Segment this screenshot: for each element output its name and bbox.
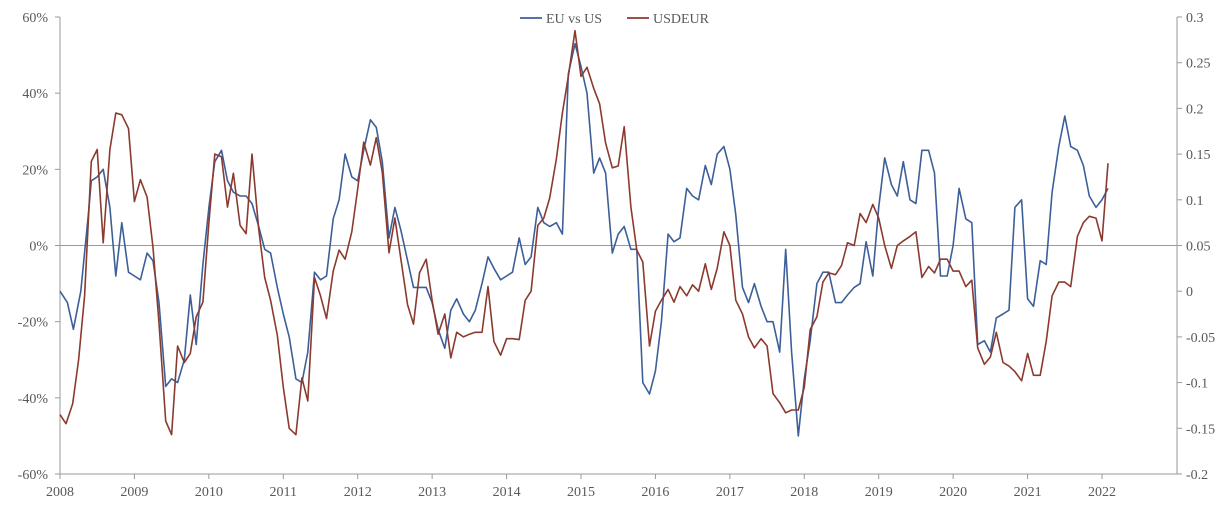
- x-tick-label: 2018: [790, 485, 818, 500]
- y-left-tick-label: -20%: [18, 316, 49, 331]
- y-left-tick-label: 40%: [22, 87, 48, 102]
- y-right-tick-label: 0.25: [1186, 57, 1211, 72]
- axes-layer: -60% -40% -20% 0% 20% 40% 60% -0.2 -0.15 -0.1 -0.0…: [18, 11, 1216, 500]
- y-right-tick-label: 0: [1186, 285, 1193, 300]
- y-right-tick-label: -0.1: [1186, 377, 1208, 392]
- legend-label: EU vs US: [546, 12, 602, 27]
- y-left-tick-label: -40%: [18, 392, 49, 407]
- series-line-usdeur: [59, 29, 1109, 436]
- series-line-eu-vs-us: [59, 42, 1109, 437]
- x-tick-label: 2017: [716, 485, 744, 500]
- y-left-tick-label: 60%: [22, 11, 48, 26]
- x-tick-label: 2012: [344, 485, 372, 500]
- x-tick-label: 2021: [1014, 485, 1042, 500]
- y-right-tick-label: 0.3: [1186, 11, 1204, 26]
- y-right-tick-label: 0.2: [1186, 102, 1204, 117]
- x-tick-label: 2015: [567, 485, 595, 500]
- x-tick-label: 2019: [865, 485, 893, 500]
- y-right-tick-label: -0.15: [1186, 422, 1215, 437]
- y-right-tick-label: -0.2: [1186, 468, 1208, 483]
- y-right-tick-label: -0.05: [1186, 331, 1215, 346]
- x-tick-label: 2022: [1088, 485, 1116, 500]
- x-tick-label: 2011: [270, 485, 297, 500]
- y-left-tick-label: 0%: [29, 240, 48, 255]
- x-tick-label: 2013: [418, 485, 446, 500]
- y-right-tick-label: 0.05: [1186, 240, 1211, 255]
- series-layer: [59, 29, 1109, 437]
- y-right-tick-label: 0.15: [1186, 148, 1211, 163]
- x-tick-label: 2020: [939, 485, 967, 500]
- x-tick-label: 2014: [493, 485, 521, 500]
- y-left-tick-label: -60%: [18, 468, 49, 483]
- x-tick-label: 2009: [120, 485, 148, 500]
- y-right-tick-label: 0.1: [1186, 194, 1204, 209]
- x-tick-label: 2010: [195, 485, 223, 500]
- legend: EU vs US USDEUR: [520, 12, 710, 27]
- x-tick-label: 2016: [641, 485, 669, 500]
- legend-label: USDEUR: [653, 12, 710, 27]
- y-left-tick-label: 20%: [22, 163, 48, 178]
- x-tick-label: 2008: [46, 485, 74, 500]
